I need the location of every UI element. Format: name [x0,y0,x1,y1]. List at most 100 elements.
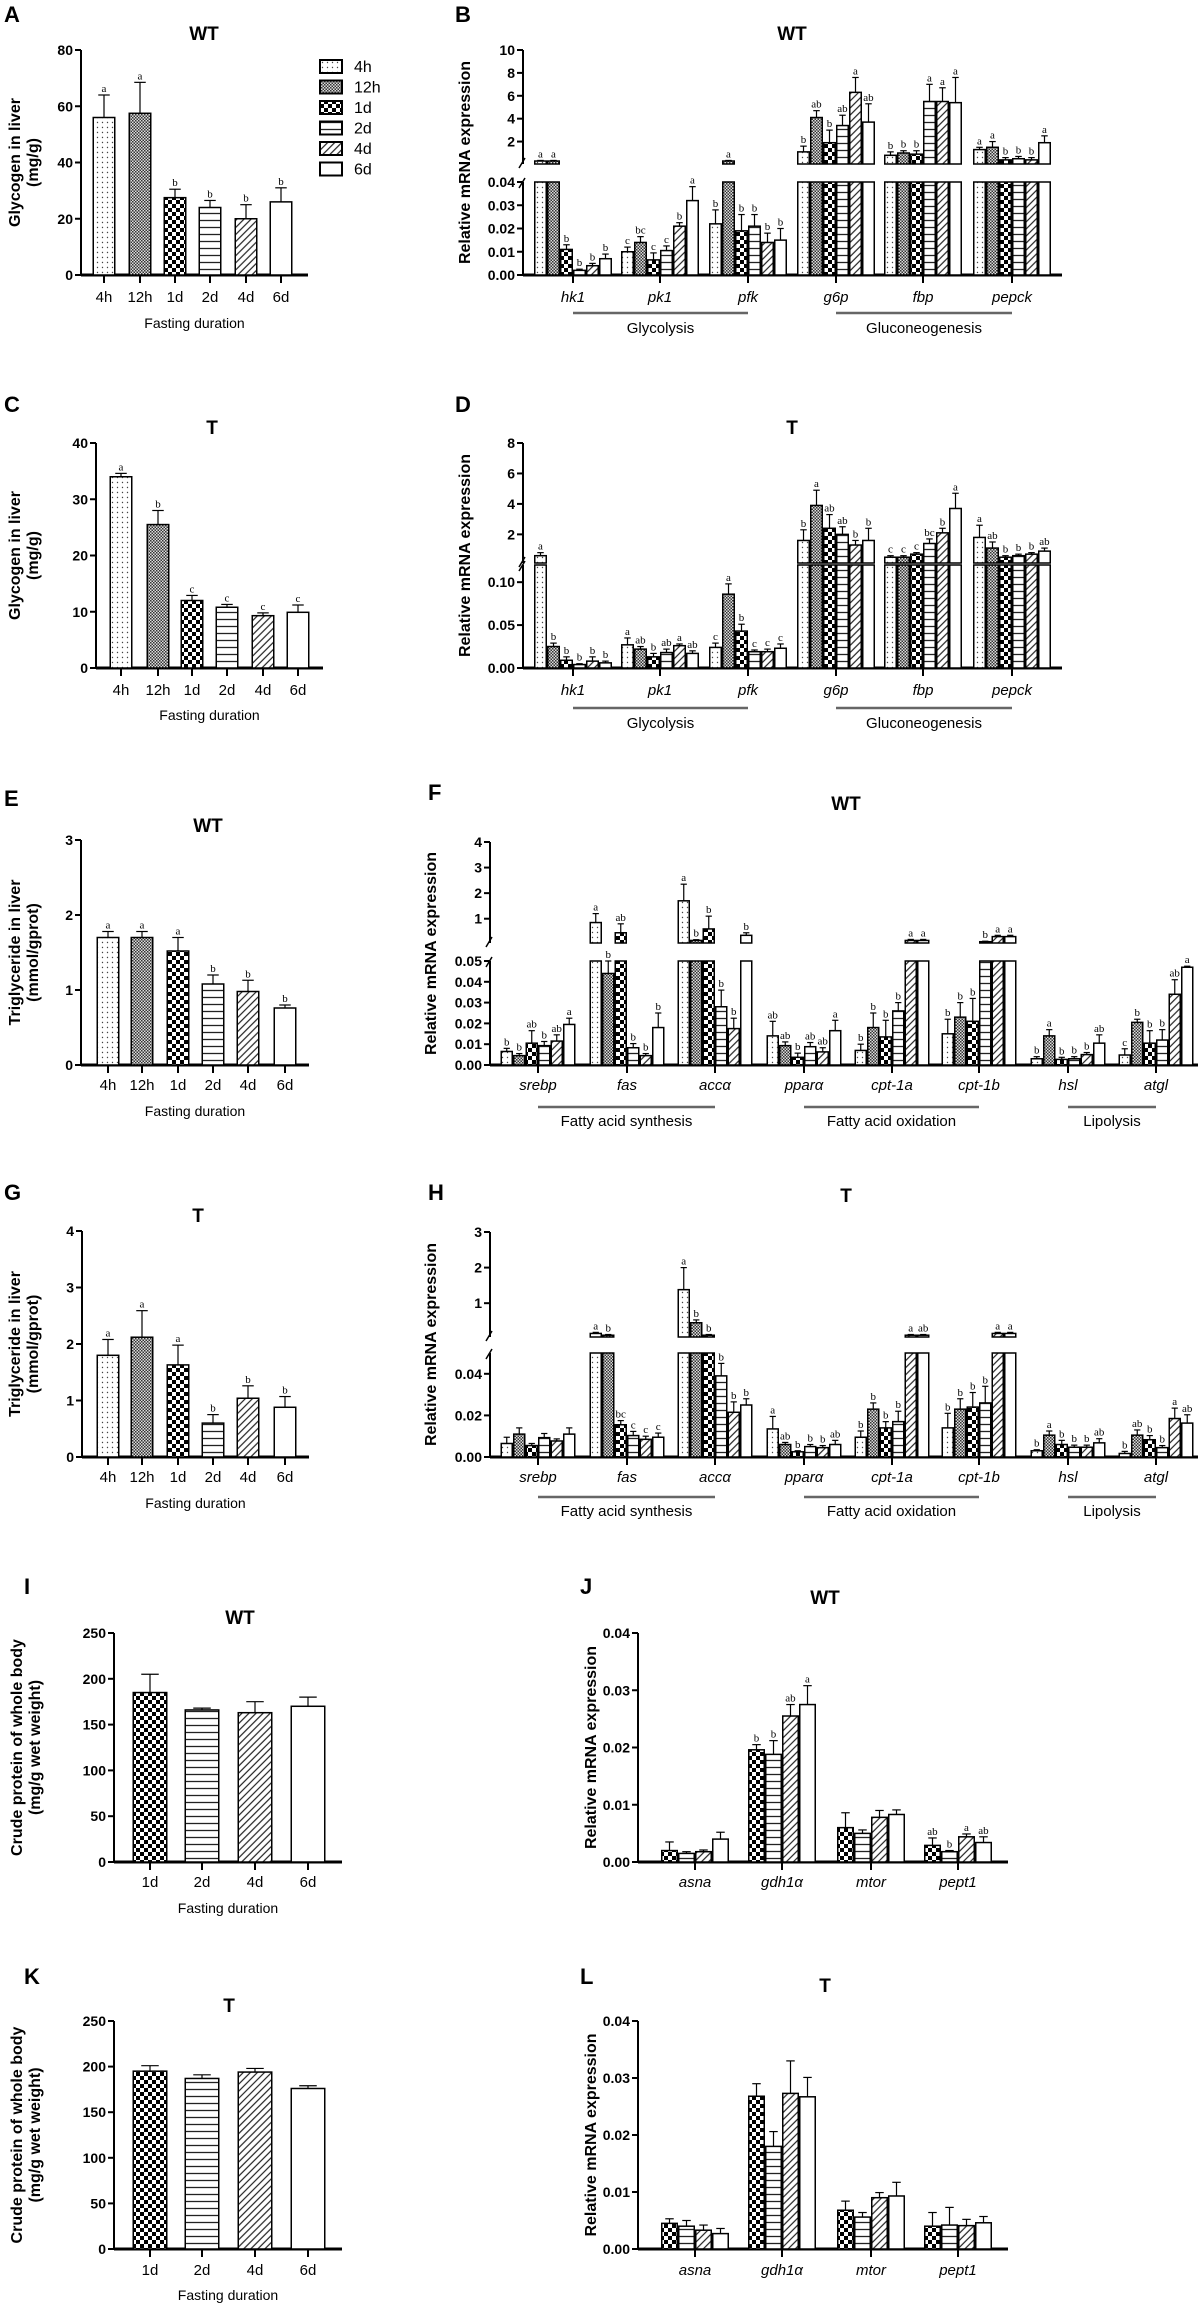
bar [904,960,917,1066]
significance-letter: a [140,1299,145,1311]
bar [958,1836,975,1863]
bar [941,2224,958,2250]
bar-1d-hk1: b [560,233,573,276]
significance-letter: b [656,1001,662,1013]
bar-4h-g6p: b [797,134,810,276]
bar-2d-asna [678,1851,695,1863]
bar-6d-mtor [888,1809,905,1863]
bar [702,1334,715,1338]
significance-letter: b [651,641,657,653]
bar-1d-cpt-1b: b [966,1381,979,1458]
significance-letter: ab [616,912,627,924]
bar-4h-hsl: b [1030,1045,1043,1066]
significance-letter: ab [837,515,848,527]
bar-12h-pparα: ab [779,1430,792,1458]
bar [923,564,936,669]
bar [735,230,748,276]
bar [290,1705,326,1863]
bar-4d-hk1: b [586,251,599,276]
bar-1d-pparα: b [791,1041,804,1066]
y-tick-label: 0.00 [603,2241,630,2257]
chart-title: T [819,1976,831,1997]
significance-letter: b [603,242,609,254]
bar [986,181,999,276]
bar-2d [184,1707,220,1863]
y-tick-label: 0.02 [455,1407,482,1423]
y-axis-label: Relative mRNA expression [423,1243,440,1446]
bar [273,1007,297,1066]
bar-2d: b [198,188,222,276]
bar [888,1813,905,1863]
y-tick-label: 10 [72,604,88,620]
bar-12h-cpt-1b: b [954,1387,967,1458]
bar [534,564,547,669]
y-axis-label: (mmol/gprot) [25,903,42,1002]
bar [1004,1352,1017,1458]
chart-title: WT [831,794,861,815]
bar-6d-srebp: a [563,1006,576,1066]
bar-1d-pparα: b [791,1439,804,1458]
chart-title: T [192,1206,204,1227]
x-tick-label: 12h [129,1077,154,1094]
y-tick-label: 0.05 [488,617,515,633]
significance-letter: b [744,921,750,933]
x-tick-label: accα [699,1469,731,1486]
significance-letter: b [719,978,725,990]
bar [236,990,260,1066]
bar [614,932,627,944]
significance-letter: a [176,1333,181,1345]
bar-4d-fas: c [639,1424,652,1458]
bar [949,181,962,276]
bar-2d-hk1: b [573,257,586,276]
significance-letter: b [245,1374,251,1386]
bar-12h-pparα: ab [779,1030,792,1066]
x-tick-label: pepck [991,682,1034,699]
bar [897,152,910,165]
significance-letter: b [504,1036,510,1048]
bar-1d-pfk: b [735,203,748,276]
significance-letter: a [805,1674,810,1686]
axis-break-mark [518,556,526,568]
bar [1143,1438,1156,1458]
x-tick-label: g6p [823,289,848,306]
bar [1093,1442,1106,1458]
bar-1d-srebp [525,1442,538,1458]
bar [690,960,703,1066]
bar [1181,966,1194,1066]
bar-1d: c [180,583,204,669]
bar-6d-g6p: ab [862,92,875,276]
x-tick-label: 6d [277,1077,294,1094]
x-tick-label: pk1 [647,682,672,699]
bar-4d-fbp: b [936,516,949,669]
bar-6d-atgl: ab [1181,1403,1194,1458]
significance-letter: c [752,638,757,650]
bar-1d-pept1 [924,2211,941,2250]
bar [782,2092,799,2250]
y-axis-label: Relative mRNA expression [583,2033,600,2236]
y-tick-label: 0.02 [603,2127,630,2143]
bar-1d-pept1: ab [924,1826,941,1863]
y-tick-label: 6 [507,465,515,481]
bar [823,564,836,669]
bar-4h-pk1: a [621,626,634,669]
bar [810,181,823,276]
y-axis-label: (mg/g) [25,531,42,580]
bar-12h-fas: b [602,949,615,1066]
x-tick-label: 1d [167,289,184,306]
bar-6d [290,1696,326,1863]
bar [879,1427,892,1458]
significance-letter: b [871,1001,877,1013]
bar [534,160,547,165]
significance-letter: b [631,1032,637,1044]
significance-letter: b [1029,146,1035,158]
significance-letter: a [908,1323,913,1335]
axis-break-mark [485,956,493,968]
bar [702,928,715,944]
x-tick-label: accα [699,1077,731,1094]
y-axis-label: Crude protein of whole body [9,1639,26,1856]
bar-4d-hsl: b [1080,1433,1093,1458]
bar [854,1436,867,1458]
legend-swatch [319,59,343,74]
bar [163,196,187,276]
bar [109,476,133,669]
